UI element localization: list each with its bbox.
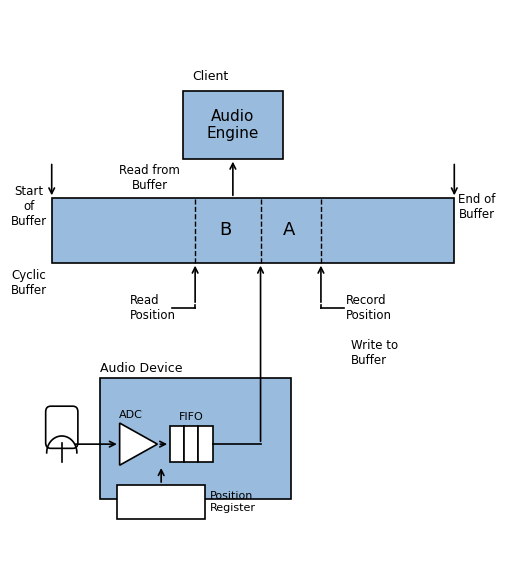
FancyBboxPatch shape [184,426,198,462]
Text: Record
Position: Record Position [345,294,391,322]
Text: Audio
Engine: Audio Engine [206,109,259,141]
Text: ADC: ADC [119,410,142,420]
Text: Start
of
Buffer: Start of Buffer [11,185,47,228]
FancyBboxPatch shape [198,426,212,462]
FancyBboxPatch shape [170,426,184,462]
Text: FIFO: FIFO [179,412,204,423]
FancyBboxPatch shape [45,406,78,449]
Text: Position
Register: Position Register [210,491,256,512]
Text: End of
Buffer: End of Buffer [458,193,494,220]
FancyBboxPatch shape [182,92,283,159]
Text: Cyclic
Buffer: Cyclic Buffer [11,268,47,297]
Text: Read from
Buffer: Read from Buffer [119,164,180,193]
Text: A: A [282,221,295,238]
FancyBboxPatch shape [99,378,290,499]
Text: Write to
Buffer: Write to Buffer [350,339,397,367]
Text: B: B [219,221,231,238]
FancyBboxPatch shape [52,198,453,263]
Text: Read
Position: Read Position [129,294,175,322]
Polygon shape [119,423,157,465]
Text: Client: Client [192,70,228,83]
FancyBboxPatch shape [117,485,205,519]
Text: Audio Device: Audio Device [99,362,182,375]
